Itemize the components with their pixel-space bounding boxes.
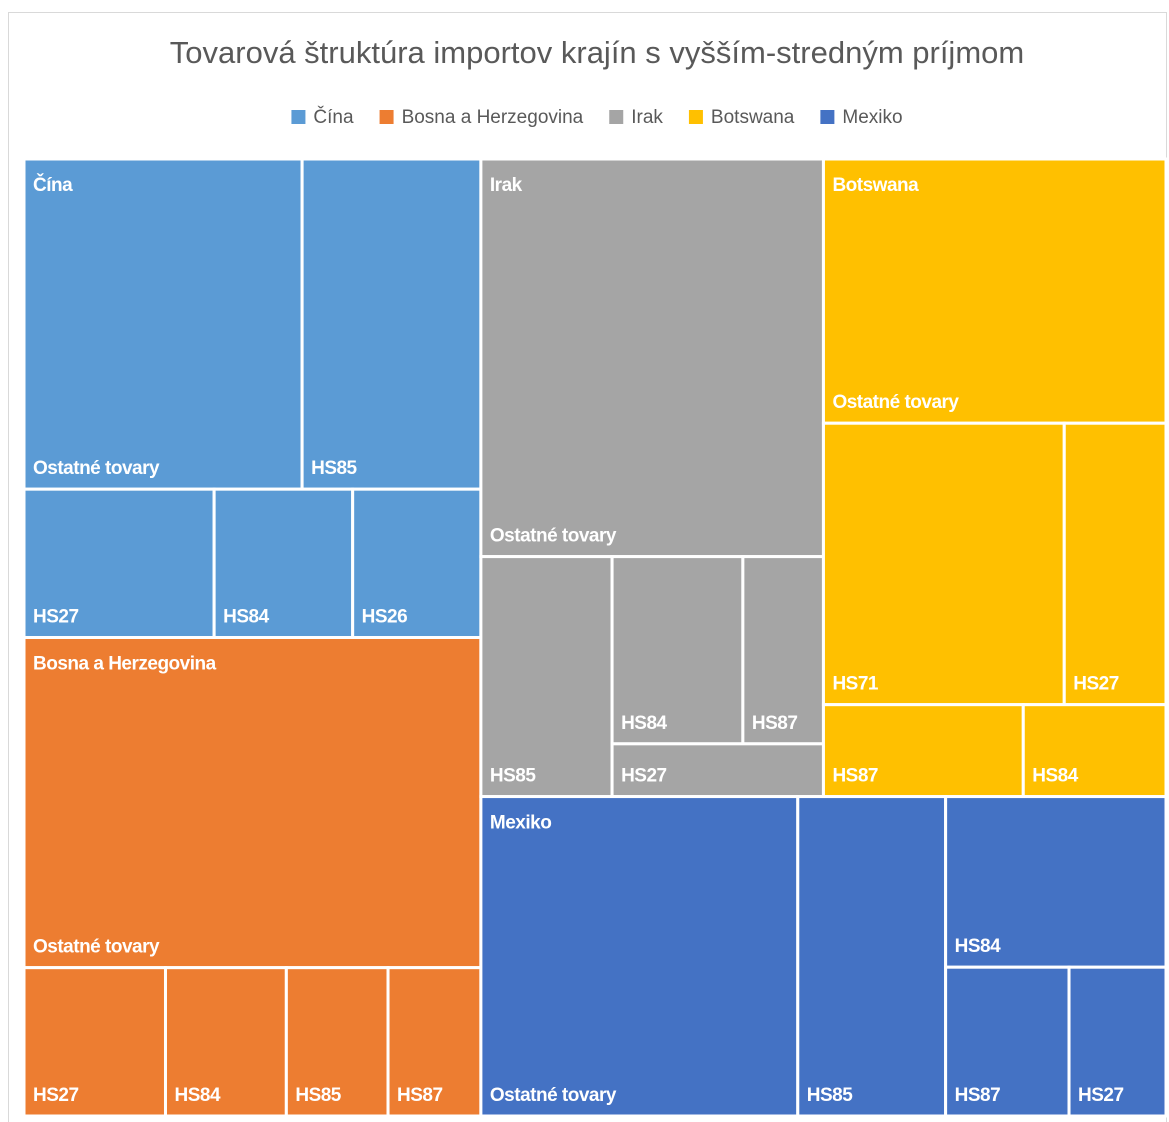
treemap-tile	[479, 157, 825, 559]
group-label: Irak	[490, 175, 523, 196]
group-label: Čína	[33, 174, 73, 196]
legend-label: Botswana	[711, 107, 795, 128]
tile-label: HS27	[621, 766, 667, 787]
tile-label: Ostatné tovary	[832, 392, 959, 413]
treemap-tile	[1062, 421, 1168, 707]
treemap-tile	[944, 795, 1168, 969]
treemap-tile	[479, 555, 614, 799]
treemap-tile	[479, 795, 800, 1118]
tile-label: HS84	[223, 607, 269, 628]
plot-area: Ostatné tovary Čína HS85 HS27 HS84 HS26 Ostatn…	[22, 157, 1168, 1118]
group-label: Botswana	[832, 175, 919, 196]
treemap-tile	[821, 157, 1168, 425]
treemap-tile	[1021, 703, 1168, 799]
tile-label: HS87	[832, 766, 878, 787]
tile-label: HS87	[752, 713, 798, 734]
treemap-tile	[22, 157, 304, 491]
legend-swatch	[820, 110, 835, 124]
tile-label: HS27	[1078, 1085, 1124, 1106]
legend-label: Irak	[631, 107, 663, 128]
legend-label: Bosna a Herzegovina	[402, 107, 584, 128]
tile-label: HS84	[955, 936, 1001, 957]
tile-label: HS85	[490, 766, 536, 787]
tile-label: Ostatné tovary	[33, 937, 160, 958]
tile-label: HS87	[397, 1085, 443, 1106]
tile-label: Ostatné tovary	[490, 526, 617, 547]
tile-label: HS84	[621, 713, 667, 734]
treemap-tile	[741, 555, 825, 746]
group-label: Mexiko	[490, 813, 551, 834]
treemap-tile	[944, 965, 1071, 1118]
legend-swatch	[688, 110, 703, 124]
legend: Čína Bosna a Herzegovina Irak Botswana Mexik…	[291, 106, 903, 128]
chart-title: Tovarová štruktúra importov krajín s vyš…	[170, 35, 1024, 70]
tile-label: HS84	[174, 1085, 220, 1106]
legend-swatch	[291, 110, 306, 124]
tile-label: Ostatné tovary	[490, 1085, 617, 1106]
tile-label: Ostatné tovary	[33, 458, 160, 479]
treemap-tile	[821, 703, 1025, 799]
treemap-tile	[1067, 965, 1168, 1118]
legend-label: Čína	[313, 106, 354, 128]
tile-label: HS27	[1073, 674, 1119, 695]
treemap-tile	[22, 636, 483, 970]
treemap-tile	[821, 421, 1066, 707]
tile-label: HS87	[955, 1085, 1001, 1106]
tile-label: HS27	[33, 1085, 79, 1106]
legend-swatch	[609, 110, 624, 124]
tile-label: HS71	[832, 674, 878, 695]
tile-label: HS85	[295, 1085, 341, 1106]
group-label: Bosna a Herzegovina	[33, 654, 217, 675]
tile-label: HS27	[33, 607, 79, 628]
tile-label: HS85	[807, 1085, 853, 1106]
treemap-tile	[610, 742, 825, 799]
treemap-tile	[796, 795, 948, 1118]
tile-label: HS85	[311, 458, 357, 479]
tile-label: HS26	[362, 607, 408, 628]
treemap-tile	[212, 487, 355, 640]
legend-swatch	[379, 110, 394, 124]
treemap-tile	[300, 157, 483, 491]
tile-label: HS84	[1032, 766, 1078, 787]
legend-label: Mexiko	[842, 107, 902, 128]
